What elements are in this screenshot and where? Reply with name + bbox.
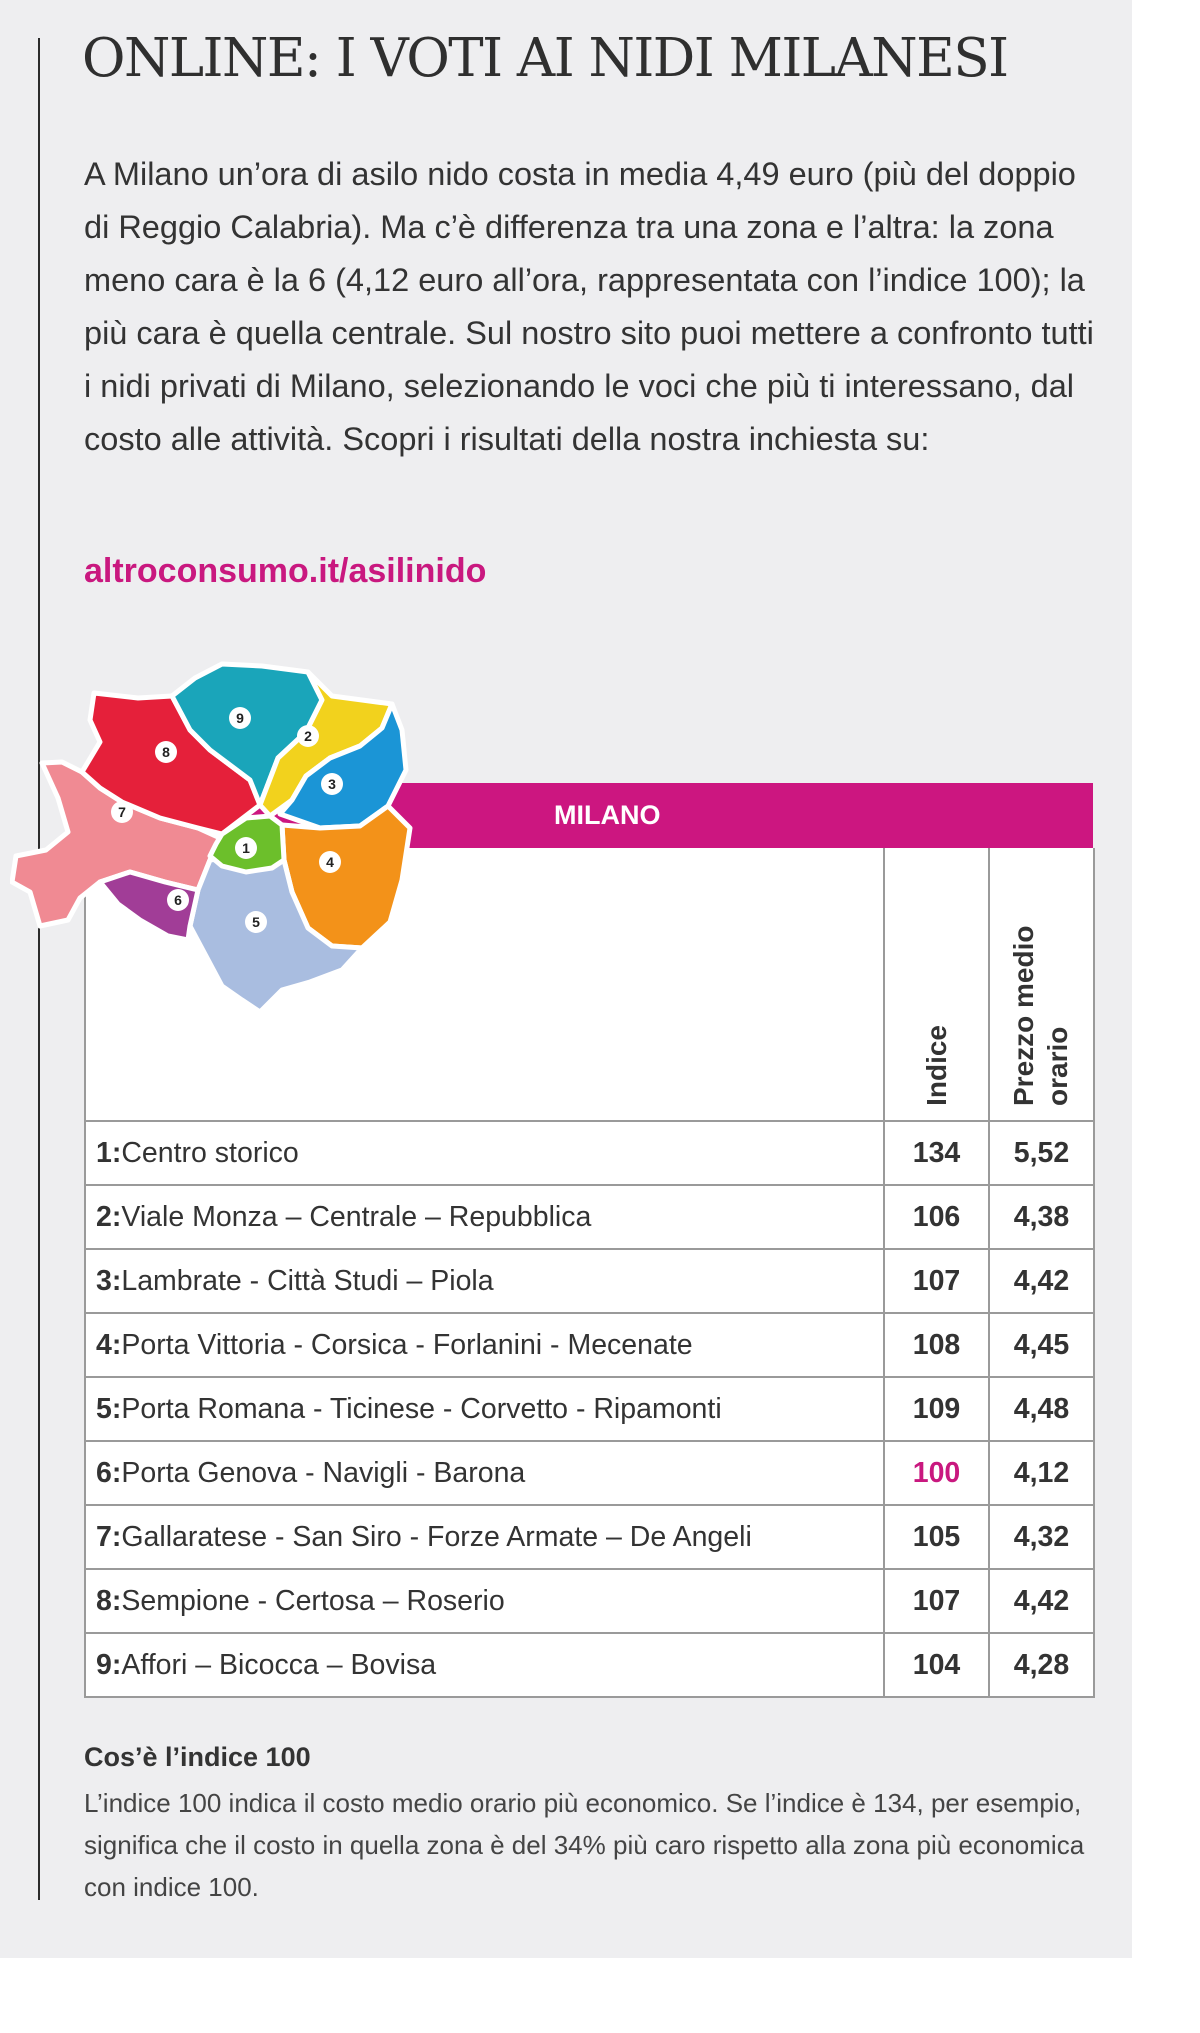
- zone-marker-6: [167, 889, 189, 911]
- index-cell: 109: [883, 1376, 990, 1442]
- site-link[interactable]: altroconsumo.it/asilinido: [84, 552, 487, 590]
- zone-name: Lambrate - Città Studi – Piola: [121, 1264, 494, 1297]
- table-row: 4:Porta Vittoria - Corsica - Forlanini -…: [84, 1312, 1095, 1378]
- zone-name: Sempione - Certosa – Roserio: [121, 1584, 505, 1617]
- price-cell: 4,48: [988, 1376, 1095, 1442]
- zone-name-cell: 6:Porta Genova - Navigli - Barona: [84, 1440, 885, 1506]
- zone-number: 5:: [96, 1392, 122, 1425]
- zone-name: Viale Monza – Centrale – Repubblica: [121, 1200, 592, 1233]
- map-zone-5: [187, 853, 365, 1015]
- zone-number: 2:: [96, 1200, 122, 1233]
- zone-name-cell: 9:Affori – Bicocca – Bovisa: [84, 1632, 885, 1698]
- zone-name-cell: 7:Gallaratese - San Siro - Forze Armate …: [84, 1504, 885, 1570]
- zone-marker-label: 3: [328, 776, 336, 792]
- zone-marker-label: 1: [242, 840, 250, 856]
- index-cell: 108: [883, 1312, 990, 1378]
- price-cell: 5,52: [988, 1120, 1095, 1186]
- index-cell: 100: [883, 1440, 990, 1506]
- zone-marker-label: 8: [162, 744, 170, 760]
- zone-marker-label: 5: [252, 914, 260, 930]
- zone-marker-5: [245, 911, 267, 933]
- intro-paragraph: A Milano un’ora di asilo nido costa in m…: [84, 156, 1094, 457]
- zone-marker-3: [321, 773, 343, 795]
- zone-name-cell: 8:Sempione - Certosa – Roserio: [84, 1568, 885, 1634]
- zone-marker-label: 9: [236, 710, 244, 726]
- zone-number: 7:: [96, 1520, 122, 1553]
- index-cell: 134: [883, 1120, 990, 1186]
- zone-number: 3:: [96, 1264, 122, 1297]
- zone-name: Porta Vittoria - Corsica - Forlanini - M…: [121, 1328, 693, 1361]
- zone-number: 6:: [96, 1456, 122, 1489]
- index-cell: 104: [883, 1632, 990, 1698]
- milan-zone-map: 1 2 3 4 5 6 7 8 9: [10, 661, 413, 1015]
- price-cell: 4,32: [988, 1504, 1095, 1570]
- price-cell: 4,12: [988, 1440, 1095, 1506]
- zone-name: Gallaratese - San Siro - Forze Armate – …: [121, 1520, 752, 1553]
- note-title: Cos’è l’indice 100: [84, 1742, 311, 1772]
- zone-marker-4: [319, 851, 341, 873]
- map-zone-3: [277, 701, 409, 831]
- table-row: 7:Gallaratese - San Siro - Forze Armate …: [84, 1504, 1095, 1570]
- zone-marker-2: [297, 725, 319, 747]
- table-row: 9:Affori – Bicocca – Bovisa 104 4,28: [84, 1632, 1095, 1698]
- zone-name: Affori – Bicocca – Bovisa: [121, 1648, 437, 1681]
- zone-marker-label: 2: [304, 728, 312, 744]
- price-cell: 4,45: [988, 1312, 1095, 1378]
- zone-marker-label: 7: [118, 804, 126, 820]
- table-row: 5:Porta Romana - Ticinese - Corvetto - R…: [84, 1376, 1095, 1442]
- zone-marker-9: [229, 707, 251, 729]
- zone-number: 8:: [96, 1584, 122, 1617]
- left-rule: [38, 38, 40, 1900]
- price-cell: 4,38: [988, 1184, 1095, 1250]
- table-row: 2:Viale Monza – Centrale – Repubblica 106…: [84, 1184, 1095, 1250]
- table-row: 6:Porta Genova - Navigli - Barona 100 4,12: [84, 1440, 1095, 1506]
- price-cell: 4,42: [988, 1248, 1095, 1314]
- price-column-header: Prezzo medio orario: [988, 848, 1095, 1122]
- table-row: 8:Sempione - Certosa – Roserio 107 4,42: [84, 1568, 1095, 1634]
- zone-name-cell: 3:Lambrate - Città Studi – Piola: [84, 1248, 885, 1314]
- table-row: 3:Lambrate - Città Studi – Piola 107 4,42: [84, 1248, 1095, 1314]
- zone-marker-8: [155, 741, 177, 763]
- zone-number: 4:: [96, 1328, 122, 1361]
- zone-marker-7: [111, 801, 133, 823]
- zone-number: 1:: [96, 1136, 122, 1169]
- table-header-label: MILANO: [554, 800, 661, 830]
- zone-name-cell: 5:Porta Romana - Ticinese - Corvetto - R…: [84, 1376, 885, 1442]
- zone-name-cell: 2:Viale Monza – Centrale – Repubblica: [84, 1184, 885, 1250]
- zone-number: 9:: [96, 1648, 122, 1681]
- price-cell: 4,28: [988, 1632, 1095, 1698]
- zone-marker-label: 4: [326, 854, 334, 870]
- note-text: L’indice 100 indica il costo medio orari…: [84, 1788, 1085, 1902]
- table-row: 1:Centro storico 134 5,52: [84, 1120, 1095, 1186]
- zone-name: Porta Genova - Navigli - Barona: [121, 1456, 526, 1489]
- index-column-header: Indice: [883, 848, 990, 1122]
- index-cell: 106: [883, 1184, 990, 1250]
- index-cell: 107: [883, 1568, 990, 1634]
- index-cell: 107: [883, 1248, 990, 1314]
- zone-name-cell: 4:Porta Vittoria - Corsica - Forlanini -…: [84, 1312, 885, 1378]
- zone-marker-label: 6: [174, 892, 182, 908]
- zone-name: Centro storico: [121, 1136, 299, 1169]
- page-title: ONLINE: I VOTI AI NIDI MILANESI: [82, 28, 1009, 89]
- index-cell: 105: [883, 1504, 990, 1570]
- map-zone-6: [97, 869, 201, 943]
- zone-marker-1: [235, 837, 257, 859]
- zone-name: Porta Romana - Ticinese - Corvetto - Rip…: [121, 1392, 722, 1425]
- zone-name-cell: 1:Centro storico: [84, 1120, 885, 1186]
- price-cell: 4,42: [988, 1568, 1095, 1634]
